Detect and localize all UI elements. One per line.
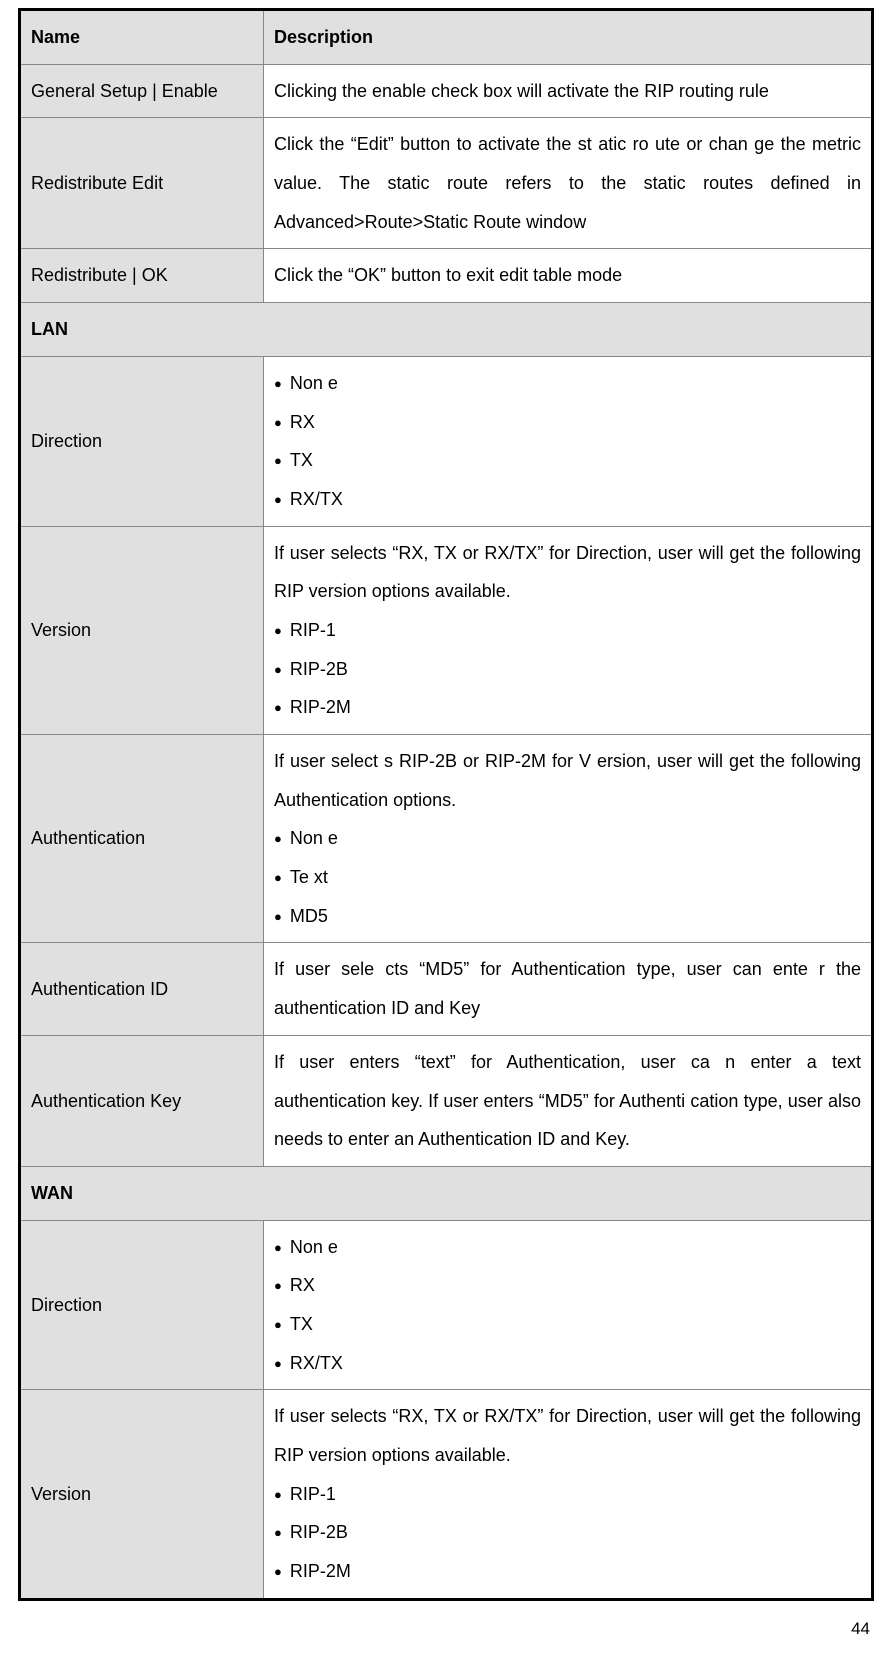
cell-name: Direction (20, 1220, 264, 1390)
cell-name: Authentication (20, 735, 264, 943)
item-text: RIP-1 (290, 620, 336, 640)
cell-name: Direction (20, 356, 264, 526)
row-lan-authentication: Authentication If user select s RIP-2B o… (20, 735, 873, 943)
header-row: Name Description (20, 10, 873, 65)
item-text: RX (290, 1275, 315, 1295)
list-item: RX/TX (274, 1344, 861, 1383)
cell-name: General Setup | Enable (20, 64, 264, 118)
cell-name: Authentication Key (20, 1035, 264, 1166)
row-wan-version: Version If user selects “RX, TX or RX/TX… (20, 1390, 873, 1599)
row-lan-authentication-key: Authentication Key If user enters “text”… (20, 1035, 873, 1166)
cell-desc: If user enters “text” for Authentication… (264, 1035, 873, 1166)
row-lan-version: Version If user selects “RX, TX or RX/TX… (20, 526, 873, 734)
header-name: Name (20, 10, 264, 65)
cell-desc: Non e RX TX RX/TX (264, 1220, 873, 1390)
item-text: RIP-2B (290, 659, 348, 679)
item-text: Te xt (290, 867, 328, 887)
item-text: Non e (290, 373, 338, 393)
item-text: RX/TX (290, 489, 343, 509)
item-text: MD5 (290, 906, 328, 926)
list-item: RX/TX (274, 480, 861, 519)
bullet-list: RIP-1 RIP-2B RIP-2M (274, 611, 861, 727)
cell-name: Authentication ID (20, 943, 264, 1035)
header-description: Description (264, 10, 873, 65)
list-item: Non e (274, 364, 861, 403)
list-item: RIP-1 (274, 611, 861, 650)
row-wan-direction: Direction Non e RX TX RX/TX (20, 1220, 873, 1390)
row-lan-authentication-id: Authentication ID If user sele cts “MD5”… (20, 943, 873, 1035)
item-text: Non e (290, 1237, 338, 1257)
list-item: RIP-1 (274, 1475, 861, 1514)
cell-desc: Click the “OK” button to exit edit table… (264, 249, 873, 303)
list-item: TX (274, 1305, 861, 1344)
item-text: RIP-2M (290, 697, 351, 717)
config-table: Name Description General Setup | Enable … (18, 8, 874, 1601)
lead-text: If user selects “RX, TX or RX/TX” for Di… (274, 534, 861, 611)
cell-name: Redistribute | OK (20, 249, 264, 303)
section-label: LAN (20, 303, 873, 357)
list-item: RIP-2M (274, 1552, 861, 1591)
list-item: MD5 (274, 897, 861, 936)
bullet-list: Non e Te xt MD5 (274, 819, 861, 935)
list-item: TX (274, 441, 861, 480)
lead-text: If user select s RIP-2B or RIP-2M for V … (274, 742, 861, 819)
cell-desc: If user selects “RX, TX or RX/TX” for Di… (264, 526, 873, 734)
item-text: TX (290, 450, 313, 470)
bullet-list: RIP-1 RIP-2B RIP-2M (274, 1475, 861, 1591)
cell-desc: Click the “Edit” button to activate the … (264, 118, 873, 249)
list-item: RIP-2B (274, 650, 861, 689)
item-text: RIP-1 (290, 1484, 336, 1504)
cell-desc: If user select s RIP-2B or RIP-2M for V … (264, 735, 873, 943)
item-text: RX/TX (290, 1353, 343, 1373)
row-wan-section: WAN (20, 1166, 873, 1220)
item-text: RIP-2M (290, 1561, 351, 1581)
page-number: 44 (18, 1601, 874, 1639)
cell-desc: Non e RX TX RX/TX (264, 356, 873, 526)
bullet-list: Non e RX TX RX/TX (274, 1228, 861, 1383)
list-item: Te xt (274, 858, 861, 897)
cell-desc: Clicking the enable check box will activ… (264, 64, 873, 118)
cell-name: Version (20, 526, 264, 734)
list-item: RIP-2B (274, 1513, 861, 1552)
bullet-list: Non e RX TX RX/TX (274, 364, 861, 519)
list-item: Non e (274, 819, 861, 858)
cell-name: Version (20, 1390, 264, 1599)
item-text: Non e (290, 828, 338, 848)
list-item: Non e (274, 1228, 861, 1267)
item-text: RIP-2B (290, 1522, 348, 1542)
row-redistribute-edit: Redistribute Edit Click the “Edit” butto… (20, 118, 873, 249)
lead-text: If user selects “RX, TX or RX/TX” for Di… (274, 1397, 861, 1474)
row-redistribute-ok: Redistribute | OK Click the “OK” button … (20, 249, 873, 303)
row-lan-section: LAN (20, 303, 873, 357)
section-label: WAN (20, 1166, 873, 1220)
item-text: RX (290, 412, 315, 432)
row-general-setup: General Setup | Enable Clicking the enab… (20, 64, 873, 118)
cell-desc: If user selects “RX, TX or RX/TX” for Di… (264, 1390, 873, 1599)
item-text: TX (290, 1314, 313, 1334)
list-item: RIP-2M (274, 688, 861, 727)
cell-desc: If user sele cts “MD5” for Authenticatio… (264, 943, 873, 1035)
row-lan-direction: Direction Non e RX TX RX/TX (20, 356, 873, 526)
page-container: Name Description General Setup | Enable … (0, 0, 892, 1669)
list-item: RX (274, 1266, 861, 1305)
cell-name: Redistribute Edit (20, 118, 264, 249)
list-item: RX (274, 403, 861, 442)
